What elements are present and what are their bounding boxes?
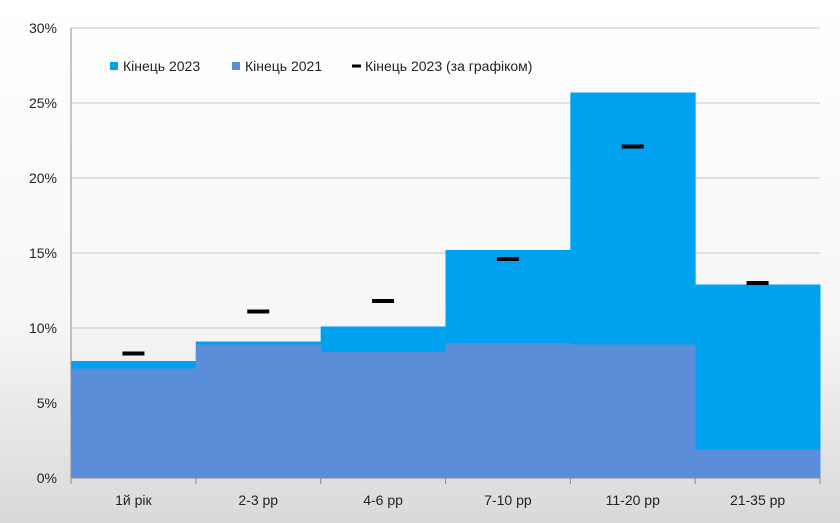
x-tick-label: 11-20 рр <box>606 492 660 508</box>
legend-label: Кінець 2023 (за графіком) <box>365 58 532 74</box>
area-step-end-2021 <box>445 343 571 478</box>
x-tick-label: 7-10 рр <box>484 492 532 508</box>
y-tick-label: 10% <box>29 320 57 336</box>
x-tick-label: 1й рік <box>115 492 152 508</box>
plot-areas <box>71 92 821 478</box>
y-tick-label: 15% <box>29 245 57 261</box>
plot-markers <box>122 144 769 356</box>
legend-swatch <box>232 62 240 70</box>
area-step-end-2021 <box>320 352 446 478</box>
legend-label: Кінець 2023 <box>123 58 200 74</box>
legend-swatch <box>110 62 118 70</box>
y-tick-label: 0% <box>37 470 57 486</box>
y-tick-label: 30% <box>29 20 57 36</box>
x-tick-label: 4-6 рр <box>363 492 403 508</box>
area-step-end-2021 <box>570 344 696 478</box>
axes: 0% 5% 10% 15% 20% 25% 30% 1й рік 2-3 рр 4-6 рр 7-1… <box>29 20 821 508</box>
x-tick-label: 21-35 рр <box>730 492 785 508</box>
legend-label: Кінець 2021 <box>245 58 322 74</box>
legend: Кінець 2023 Кінець 2021 Кінець 2023 (за гр… <box>110 58 532 74</box>
area-step-end-2023 <box>695 284 821 478</box>
area-step-end-2021 <box>695 449 821 478</box>
x-tick-label: 2-3 рр <box>238 492 278 508</box>
y-tick-label: 20% <box>29 170 57 186</box>
y-tick-label: 5% <box>37 395 57 411</box>
area-step-end-2021 <box>71 368 197 478</box>
area-step-end-2021 <box>195 344 322 478</box>
y-tick-label: 25% <box>29 95 57 111</box>
